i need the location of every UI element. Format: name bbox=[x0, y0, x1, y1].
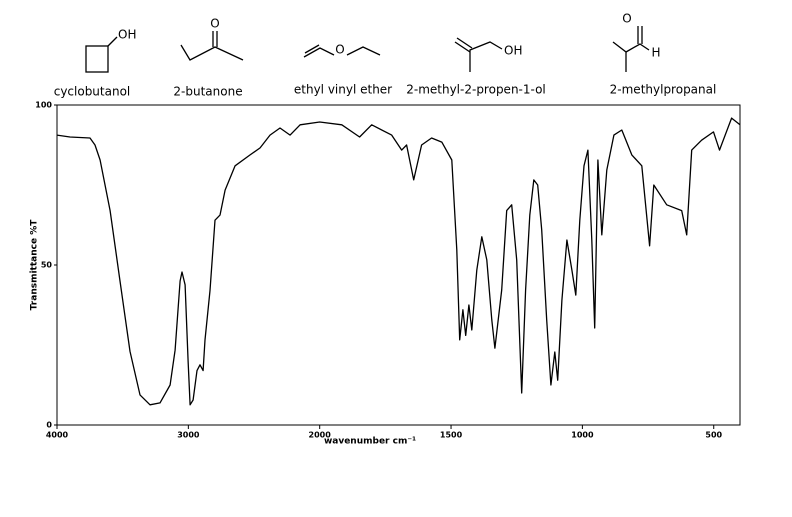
molecule-2-methyl-2-propen-1-ol: OH 2-methyl-2-propen-1-ol bbox=[406, 37, 546, 97]
bond bbox=[469, 41, 503, 72]
molecule-name: 2-butanone bbox=[173, 85, 242, 99]
bond bbox=[303, 47, 335, 58]
ring bbox=[85, 45, 109, 73]
x-tick-label: 3000 bbox=[177, 431, 200, 440]
x-tick-label: 1000 bbox=[571, 431, 594, 440]
atom-label: OH bbox=[504, 44, 522, 58]
y-tick-label: 0 bbox=[46, 421, 52, 430]
atom-label: OH bbox=[118, 28, 136, 42]
molecule-2-butanone: O 2-butanone bbox=[173, 17, 244, 99]
atom-label: O bbox=[622, 12, 631, 26]
bond bbox=[456, 37, 473, 49]
bond bbox=[304, 44, 320, 54]
atom-label: O bbox=[335, 43, 344, 57]
molecule-cyclobutanol: OH cyclobutanol bbox=[54, 28, 137, 99]
bond bbox=[180, 44, 244, 61]
bond bbox=[612, 41, 627, 72]
atom-label: O bbox=[210, 17, 219, 31]
plot-frame bbox=[56, 104, 741, 426]
x-axis-label: wavenumber cm⁻¹ bbox=[324, 437, 416, 447]
bond bbox=[346, 46, 381, 56]
y-tick-label: 100 bbox=[35, 101, 52, 110]
atom-label: H bbox=[651, 46, 660, 60]
y-tick-label: 50 bbox=[41, 261, 53, 270]
molecule-name: 2-methylpropanal bbox=[610, 83, 717, 97]
bond bbox=[107, 36, 118, 47]
molecule-2-methylpropanal: O H 2-methylpropanal bbox=[610, 12, 717, 97]
bond bbox=[625, 43, 650, 53]
molecule-name: ethyl vinyl ether bbox=[294, 83, 392, 97]
bond bbox=[454, 41, 471, 53]
molecule-name: cyclobutanol bbox=[54, 85, 131, 99]
x-tick-label: 2000 bbox=[309, 431, 332, 440]
x-tick-label: 1500 bbox=[440, 431, 463, 440]
molecule-ethyl-vinyl-ether: O ethyl vinyl ether bbox=[294, 43, 392, 97]
spectrum-line bbox=[56, 117, 741, 406]
y-axis-label: Transmittance %T bbox=[30, 219, 40, 311]
x-tick-label: 500 bbox=[705, 431, 722, 440]
molecule-name: 2-methyl-2-propen-1-ol bbox=[406, 83, 546, 97]
x-tick-label: 4000 bbox=[46, 431, 69, 440]
